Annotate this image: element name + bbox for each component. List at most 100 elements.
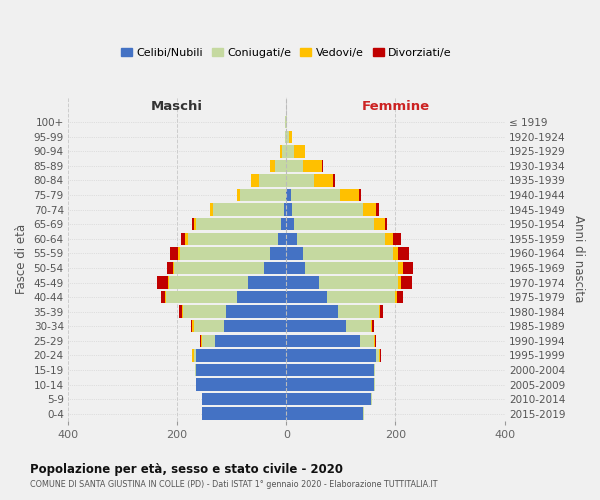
Bar	[173, 262, 175, 274]
Bar	[185, 232, 188, 245]
Bar	[194, 349, 196, 362]
Bar	[338, 306, 379, 318]
Bar	[240, 189, 286, 201]
Bar	[168, 276, 169, 288]
Bar	[194, 320, 224, 332]
Bar	[393, 247, 398, 260]
Bar	[395, 291, 397, 304]
Bar	[372, 320, 374, 332]
Bar	[295, 218, 374, 230]
Bar	[237, 189, 240, 201]
Bar	[363, 408, 364, 420]
Bar	[397, 291, 403, 304]
Bar	[180, 247, 270, 260]
Bar	[302, 247, 393, 260]
Bar	[196, 349, 286, 362]
Bar	[200, 334, 202, 347]
Bar	[280, 145, 282, 158]
Bar	[195, 364, 196, 376]
Bar	[380, 349, 381, 362]
Bar	[286, 116, 287, 128]
Bar	[376, 349, 379, 362]
Text: COMUNE DI SANTA GIUSTINA IN COLLE (PD) - Dati ISTAT 1° gennaio 2020 - Elaborazio: COMUNE DI SANTA GIUSTINA IN COLLE (PD) -…	[30, 480, 437, 489]
Bar	[286, 160, 302, 172]
Bar	[286, 306, 338, 318]
Bar	[286, 145, 295, 158]
Bar	[393, 232, 401, 245]
Bar	[226, 306, 286, 318]
Bar	[374, 334, 375, 347]
Bar	[289, 130, 292, 143]
Bar	[179, 306, 182, 318]
Bar	[165, 291, 166, 304]
Bar	[212, 204, 284, 216]
Bar	[286, 378, 374, 390]
Bar	[259, 174, 286, 186]
Legend: Celibi/Nubili, Coniugati/e, Vedovi/e, Divorziati/e: Celibi/Nubili, Coniugati/e, Vedovi/e, Di…	[121, 48, 452, 58]
Bar	[181, 232, 185, 245]
Bar	[193, 320, 194, 332]
Bar	[403, 262, 413, 274]
Bar	[346, 320, 371, 332]
Bar	[224, 320, 286, 332]
Bar	[161, 291, 165, 304]
Bar	[282, 145, 286, 158]
Bar	[286, 364, 374, 376]
Bar	[302, 160, 322, 172]
Bar	[202, 408, 286, 420]
Bar	[295, 145, 305, 158]
Bar	[286, 349, 376, 362]
Bar	[237, 291, 286, 304]
Bar	[398, 276, 401, 288]
Bar	[169, 276, 248, 288]
Text: Maschi: Maschi	[151, 100, 203, 114]
Bar	[286, 189, 290, 201]
Bar	[359, 189, 361, 201]
Bar	[286, 218, 295, 230]
Text: Femmine: Femmine	[361, 100, 430, 114]
Bar	[188, 232, 278, 245]
Bar	[270, 247, 286, 260]
Bar	[182, 306, 226, 318]
Bar	[371, 320, 372, 332]
Bar	[193, 349, 194, 362]
Bar	[196, 364, 286, 376]
Text: Popolazione per età, sesso e stato civile - 2020: Popolazione per età, sesso e stato civil…	[30, 462, 343, 475]
Bar	[322, 160, 323, 172]
Bar	[157, 276, 168, 288]
Bar	[360, 334, 374, 347]
Bar	[196, 378, 286, 390]
Bar	[286, 320, 346, 332]
Bar	[376, 204, 379, 216]
Bar	[270, 160, 275, 172]
Bar	[202, 334, 215, 347]
Bar	[292, 204, 363, 216]
Bar	[379, 306, 380, 318]
Bar	[196, 218, 281, 230]
Bar	[385, 232, 393, 245]
Bar	[192, 218, 194, 230]
Bar	[166, 291, 237, 304]
Bar	[170, 247, 178, 260]
Bar	[286, 393, 371, 406]
Bar	[286, 334, 360, 347]
Bar	[251, 174, 259, 186]
Bar	[305, 262, 398, 274]
Bar	[290, 189, 340, 201]
Bar	[286, 204, 292, 216]
Bar	[374, 378, 375, 390]
Bar	[167, 262, 173, 274]
Bar	[248, 276, 286, 288]
Bar	[286, 291, 327, 304]
Bar	[194, 218, 196, 230]
Bar	[215, 334, 286, 347]
Bar	[285, 116, 286, 128]
Bar	[380, 306, 383, 318]
Y-axis label: Fasce di età: Fasce di età	[15, 224, 28, 294]
Bar	[278, 232, 286, 245]
Bar	[202, 393, 286, 406]
Bar	[286, 276, 319, 288]
Bar	[374, 218, 385, 230]
Bar	[340, 189, 359, 201]
Bar	[297, 232, 385, 245]
